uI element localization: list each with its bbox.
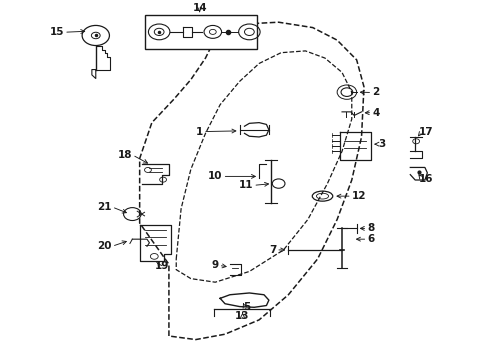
Text: 21: 21 <box>97 202 112 212</box>
Text: 19: 19 <box>154 261 168 271</box>
Text: 12: 12 <box>351 191 366 201</box>
Bar <box>144 15 256 49</box>
Text: 10: 10 <box>207 171 222 181</box>
Text: 13: 13 <box>235 311 249 321</box>
Text: 8: 8 <box>366 224 374 233</box>
Text: 1: 1 <box>195 127 203 136</box>
Text: 2: 2 <box>371 87 379 98</box>
Text: 11: 11 <box>238 180 253 190</box>
Text: 5: 5 <box>243 302 250 312</box>
Text: 20: 20 <box>97 241 112 251</box>
Text: 17: 17 <box>418 127 432 136</box>
Text: 6: 6 <box>366 234 374 244</box>
Text: 3: 3 <box>378 139 385 149</box>
Text: 15: 15 <box>49 27 64 37</box>
Text: 16: 16 <box>418 174 432 184</box>
Text: 4: 4 <box>371 108 379 118</box>
Text: 9: 9 <box>211 260 218 270</box>
Text: 18: 18 <box>118 150 132 160</box>
Text: 7: 7 <box>268 245 276 255</box>
Text: 14: 14 <box>192 3 206 13</box>
